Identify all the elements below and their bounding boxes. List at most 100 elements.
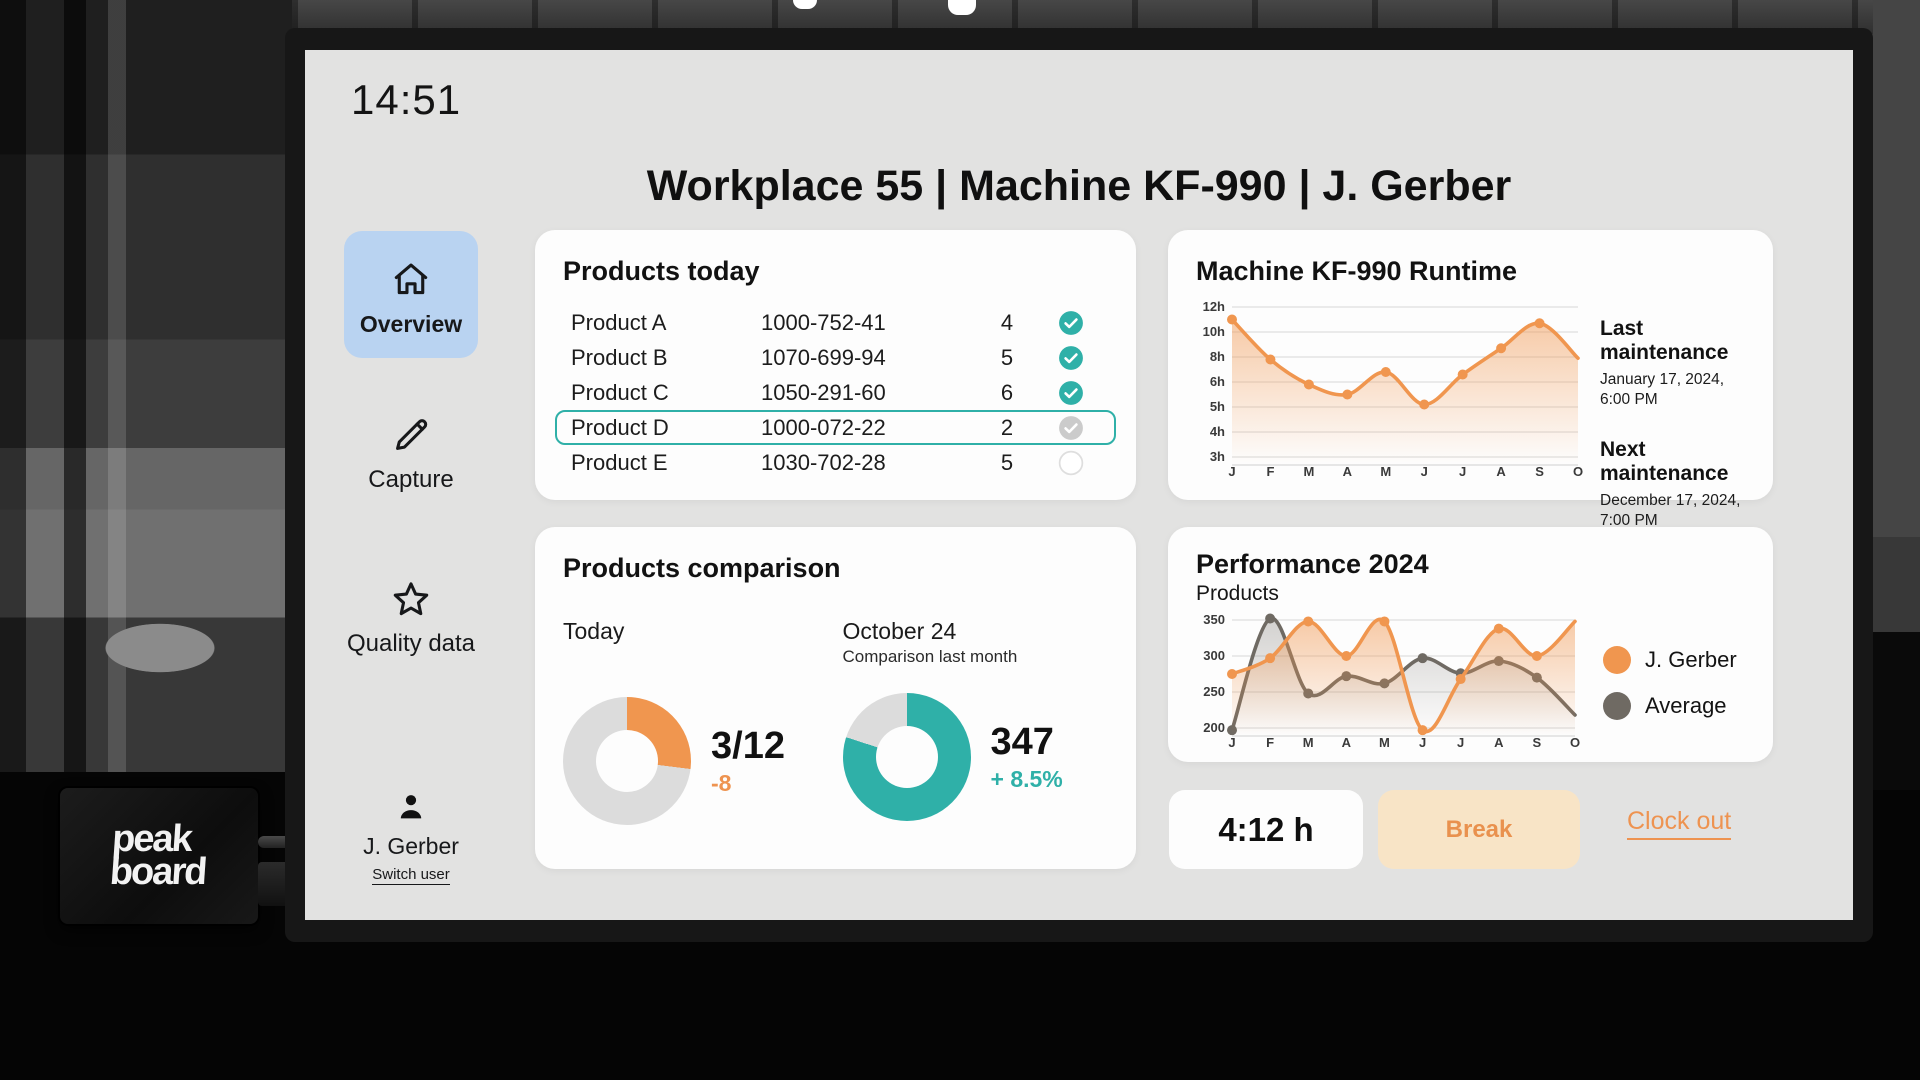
home-icon: [344, 257, 478, 301]
pencil-icon: [344, 412, 478, 458]
legend-label: Average: [1645, 693, 1727, 718]
background-letter-fragment: [793, 0, 817, 9]
sidebar-item-label: Quality data: [346, 630, 476, 657]
dashboard-screen: 14:51 Workplace 55 | Machine KF-990 | J.…: [305, 50, 1853, 920]
svg-text:A: A: [1343, 464, 1353, 479]
products-table: Product A 1000-752-41 4 Product B 1070-6…: [555, 305, 1116, 480]
svg-text:J: J: [1228, 735, 1235, 750]
svg-text:8h: 8h: [1210, 349, 1225, 364]
svg-text:F: F: [1266, 464, 1274, 479]
svg-text:F: F: [1266, 735, 1274, 750]
svg-text:M: M: [1380, 464, 1391, 479]
product-qty: 6: [1000, 379, 1014, 405]
svg-text:300: 300: [1203, 648, 1225, 663]
check-circle-icon: [1042, 310, 1100, 336]
svg-text:A: A: [1494, 735, 1504, 750]
comparison-october-block: October 24 Comparison last month 347 + 8…: [829, 618, 1109, 825]
product-qty: 5: [1000, 449, 1014, 475]
sidebar-item-label: Capture: [368, 466, 454, 493]
svg-text:M: M: [1303, 464, 1314, 479]
runtime-chart: 12h 10h 8h 6h 5h 4h 3h J F M A M J J A S O: [1196, 299, 1586, 532]
break-button[interactable]: Break: [1378, 790, 1580, 869]
empty-circle-icon: [1042, 450, 1100, 476]
runtime-card: Machine KF-990 Runtime 12h 10h 8h 6h 5h 4h 3h J…: [1168, 230, 1773, 529]
legend-label: J. Gerber: [1645, 647, 1737, 672]
last-maintenance-label: Last maintenance: [1600, 317, 1729, 364]
svg-text:200: 200: [1203, 720, 1225, 735]
svg-text:3h: 3h: [1210, 449, 1225, 464]
user-icon: [394, 795, 428, 828]
products-today-card: Products today Product A 1000-752-41 4 P…: [535, 230, 1136, 500]
product-code: 1050-291-60: [761, 379, 886, 405]
legend-item: Average: [1603, 692, 1737, 720]
product-name: Product B: [571, 344, 668, 370]
svg-text:A: A: [1496, 464, 1506, 479]
sidebar-item-capture[interactable]: Capture: [344, 412, 478, 494]
svg-text:6h: 6h: [1210, 374, 1225, 389]
svg-text:12h: 12h: [1203, 299, 1225, 314]
product-name: Product D: [571, 414, 669, 440]
maintenance-info: Last maintenance January 17, 2024, 6:00 …: [1586, 299, 1745, 532]
check-circle-icon: [1042, 345, 1100, 371]
svg-text:350: 350: [1203, 612, 1225, 627]
product-name: Product A: [571, 309, 667, 335]
product-code: 1070-699-94: [761, 344, 886, 370]
svg-text:5h: 5h: [1210, 399, 1225, 414]
background-letter-fragment: [948, 0, 976, 15]
check-circle-muted-icon: [1042, 415, 1100, 441]
table-row-product-b[interactable]: Product B 1070-699-94 5: [563, 340, 1108, 375]
peakboard-logo: peak board: [109, 818, 209, 893]
october-label: October 24: [842, 618, 957, 644]
check-circle-icon: [1042, 380, 1100, 406]
svg-text:O: O: [1570, 735, 1580, 750]
svg-text:A: A: [1342, 735, 1352, 750]
svg-text:M: M: [1303, 735, 1314, 750]
product-qty: 5: [1000, 344, 1014, 370]
svg-text:M: M: [1379, 735, 1390, 750]
legend-item: J. Gerber: [1603, 646, 1737, 674]
svg-text:4h: 4h: [1210, 424, 1225, 439]
runtime-title: Machine KF-990 Runtime: [1196, 256, 1518, 286]
user-name: J. Gerber: [363, 833, 459, 859]
page-title: Workplace 55 | Machine KF-990 | J. Gerbe…: [646, 162, 1512, 210]
product-name: Product E: [571, 449, 668, 475]
today-donut-chart: [563, 697, 691, 825]
product-code: 1000-752-41: [761, 309, 886, 335]
svg-text:J: J: [1421, 464, 1428, 479]
svg-text:J: J: [1457, 735, 1464, 750]
legend-dot-gerber: [1603, 646, 1631, 674]
factory-photo-right: [1873, 0, 1920, 790]
switch-user-link[interactable]: Switch user: [372, 866, 450, 885]
table-row-product-d-selected[interactable]: Product D 1000-072-22 2: [555, 410, 1116, 445]
svg-text:250: 250: [1203, 684, 1225, 699]
last-maintenance-value: January 17, 2024, 6:00 PM: [1600, 371, 1725, 409]
product-qty: 2: [1000, 414, 1014, 440]
star-icon: [344, 577, 478, 623]
today-label: Today: [563, 618, 625, 644]
product-code: 1000-072-22: [761, 414, 886, 440]
clock-out-link[interactable]: Clock out: [1627, 807, 1732, 840]
sidebar-item-overview[interactable]: Overview: [344, 231, 478, 358]
table-row-product-a[interactable]: Product A 1000-752-41 4: [563, 305, 1108, 340]
table-row-product-c[interactable]: Product C 1050-291-60 6: [563, 375, 1108, 410]
sidebar-item-quality-data[interactable]: Quality data: [344, 577, 478, 658]
october-value: 347: [990, 721, 1054, 763]
performance-legend: J. Gerber Average: [1603, 646, 1737, 757]
performance-title: Performance 2024: [1196, 549, 1429, 579]
table-row-product-e[interactable]: Product E 1030-702-28 5: [563, 445, 1108, 480]
svg-text:J: J: [1459, 464, 1466, 479]
svg-text:J: J: [1419, 735, 1426, 750]
svg-text:S: S: [1533, 735, 1542, 750]
products-today-title: Products today: [563, 256, 760, 286]
products-comparison-card: Products comparison Today 3/12 -8: [535, 527, 1136, 869]
svg-text:10h: 10h: [1203, 324, 1225, 339]
performance-card: Performance 2024 Products 350 300 250 200 J F…: [1168, 527, 1773, 762]
legend-dot-average: [1603, 692, 1631, 720]
sidebar-user: J. Gerber Switch user: [344, 790, 478, 885]
svg-text:O: O: [1573, 464, 1583, 479]
sidebar-item-label: Overview: [359, 311, 463, 337]
october-delta: + 8.5%: [990, 766, 1063, 792]
